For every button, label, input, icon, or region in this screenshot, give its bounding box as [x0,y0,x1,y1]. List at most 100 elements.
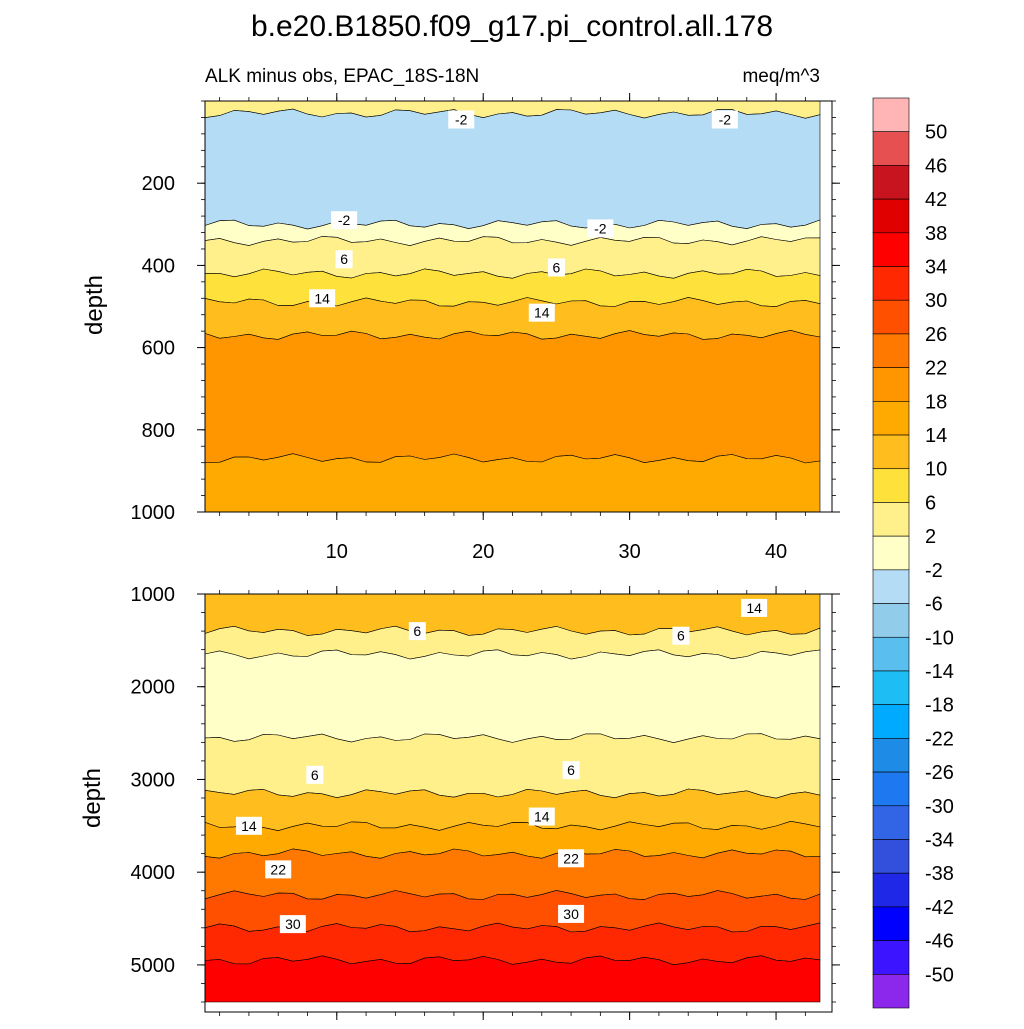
colorbar-swatch [872,434,910,470]
colorbar-label: 42 [925,189,947,211]
y-tick-label: 4000 [131,862,176,884]
y-tick-label: 800 [142,420,175,442]
colorbar-label: 2 [925,526,936,548]
lower-contour-fill [204,593,821,1003]
contour-label-box [235,816,262,835]
contour-label-box [558,849,585,868]
colorbar-label: -42 [925,897,954,919]
colorbar-swatch [872,872,910,908]
contour-band [204,733,821,799]
colorbar-swatch [872,367,910,402]
colorbar-label: -26 [925,762,954,784]
contour-label-box [279,915,306,934]
colorbar-label: -38 [925,863,954,885]
lower-y-axis-label: depth [79,768,106,828]
contour-label-box [306,765,324,784]
colorbar-label: 26 [925,324,947,346]
colorbar-label: 14 [925,425,947,447]
contour-label: 22 [270,861,286,877]
contour-label-box [448,110,475,129]
contour-label: 14 [314,290,330,306]
chart-title: b.e20.B1850.f09_g17.pi_control.all.178 [251,10,773,43]
contour-label-box [587,219,614,238]
colorbar-swatch [872,805,910,840]
colorbar-swatch [872,131,910,166]
contour-label: 14 [534,809,550,825]
colorbar-label: -14 [925,661,954,683]
colorbar-swatch [872,670,910,705]
contour-label: 6 [413,623,421,639]
colorbar-swatch [872,165,910,200]
colorbar-swatch [872,569,910,604]
contour-label: 14 [241,818,257,834]
contour-label: -2 [455,111,468,127]
contour-label-box [331,211,358,230]
colorbar-swatch [872,940,910,975]
colorbar-swatch [872,839,910,874]
contour-label-box [309,289,336,308]
y-tick-label: 1000 [131,502,176,524]
y-tick-label: 400 [142,255,175,277]
upper-contour-fill [204,100,821,513]
upper-panel: ALK minus obs, EPAC_18S-18N meq/m^3 -2 -2… [81,66,840,563]
colorbar-label: 10 [925,459,947,481]
y-tick-label: 200 [142,173,175,195]
contour-label: 6 [677,628,685,644]
contour-band [204,649,821,744]
y-tick-label: 2000 [131,677,176,699]
contour-label-box [672,626,690,645]
colorbar-label: -34 [925,829,954,851]
contour-band [204,848,821,900]
colorbar-label: -50 [925,964,954,986]
colorbar-label: -30 [925,796,954,818]
colorbar-swatch [872,502,910,537]
upper-axes: 200 400 600 800 1000 10 20 30 40 [131,93,840,563]
colorbar-label: 6 [925,492,936,514]
colorbar-swatch [872,232,910,267]
lower-axes: 1000 2000 3000 4000 5000 [131,584,840,1020]
colorbar-label: 18 [925,391,947,413]
colorbar-swatch [872,401,910,436]
contour-label: 22 [563,850,579,866]
colorbar-label: -18 [925,695,954,717]
contour-label: -2 [719,111,732,127]
contour-label-box [335,250,353,269]
upper-y-axis-label: depth [81,275,108,335]
contour-label: 14 [746,600,762,616]
y-tick-label: 5000 [131,955,176,977]
colorbar-label: 46 [925,155,947,177]
upper-contour-labels: -2 -2 -2 -2 6 6 14 14 [309,110,738,322]
contour-label: 6 [340,251,348,267]
colorbar-label: 50 [925,122,947,144]
contour-label: 6 [553,259,561,275]
colorbar-swatch [872,333,910,368]
colorbar: 50 46 42 38 34 30 26 22 18 14 10 6 2 -2 -6 -10 -14 -18 -22… [872,97,954,1009]
contour-label: 6 [567,762,575,778]
contour-label-box [558,904,585,923]
contour-label: -2 [338,212,351,228]
colorbar-label: -46 [925,931,954,953]
x-tick-label: 30 [619,541,641,563]
colorbar-swatch [872,636,910,672]
contour-label-box [711,110,738,129]
contour-label-box [265,860,292,879]
contour-label-box [547,258,565,277]
colorbar-label: 30 [925,290,947,312]
y-tick-label: 600 [142,338,175,360]
x-tick-label: 10 [326,541,348,563]
contour-label: -2 [594,220,607,236]
plot-frame [204,593,833,1013]
colorbar-swatch [872,97,910,133]
x-tick-label: 20 [472,541,494,563]
colorbar-swatch [872,535,910,571]
x-tick-label: 40 [765,541,787,563]
contour-label: 14 [534,305,550,321]
contour-band [204,955,821,1003]
colorbar-swatch [872,771,910,807]
contour-label-box [528,807,555,826]
colorbar-swatch [872,299,910,335]
colorbar-label: -22 [925,728,954,750]
contour-label-box [528,303,555,322]
colorbar-swatch [872,468,910,503]
